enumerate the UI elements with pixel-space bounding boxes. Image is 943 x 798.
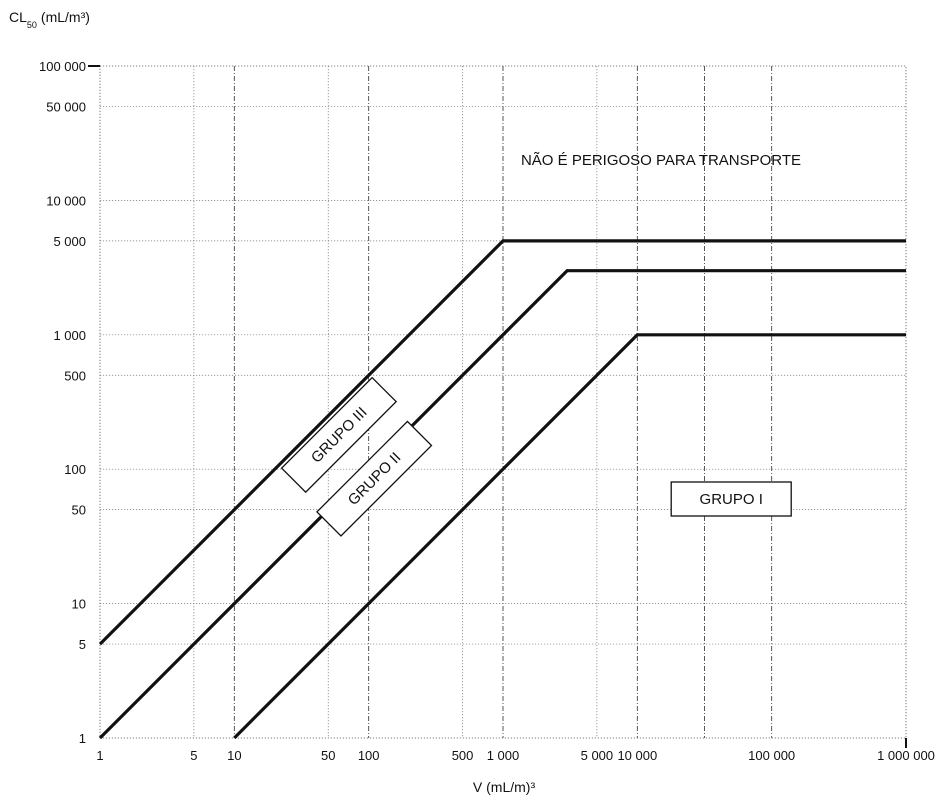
x-tick-label: 5 000 (581, 748, 614, 763)
series-line-1 (98, 239, 906, 646)
x-tick-label: 50 (321, 748, 335, 763)
x-tick-label: 500 (452, 748, 474, 763)
x-tick-label: 1 (96, 748, 103, 763)
x-tick-label: 10 000 (617, 748, 657, 763)
y-tick-label: 5 000 (53, 234, 86, 249)
label-box (316, 420, 433, 537)
series-line-2 (98, 269, 906, 740)
y-tick-label: 10 000 (46, 193, 86, 208)
y-tick-label: 50 000 (46, 99, 86, 114)
y-tick-label: 100 (64, 462, 86, 477)
x-tick-label: 1 000 000 (877, 748, 935, 763)
annotation-text: NÃO É PERIGOSO PARA TRANSPORTE (521, 152, 801, 169)
tick-labels: 1 5 10 50 100 500 1 000 5 000 10 000 100 000 1 000… (39, 59, 935, 763)
y-tick-label: 50 (72, 503, 86, 518)
label-box (280, 376, 398, 494)
y-tick-label: 1 (79, 731, 86, 746)
x-tick-label: 100 000 (748, 748, 795, 763)
x-axis-label: V (mL/m)³ (473, 779, 536, 795)
group-label-box: GRUPO I (670, 481, 792, 517)
x-tick-label: 100 (358, 748, 380, 763)
y-tick-label: 10 (72, 597, 86, 612)
series-group (98, 239, 906, 740)
y-axis-label-subscript: 50 (27, 20, 37, 30)
label-box (670, 481, 792, 517)
annotation-text: GRUPO I (700, 491, 763, 508)
y-tick-label: 5 (79, 637, 86, 652)
y-tick-label: 100 000 (39, 59, 86, 74)
y-axis-label: CL50 (mL/m³) (9, 9, 90, 30)
y-tick-label: 500 (64, 368, 86, 383)
x-tick-label: 1 000 (487, 748, 520, 763)
y-axis-label-main: CL (9, 9, 27, 25)
y-tick-label: 1 000 (53, 328, 86, 343)
x-tick-label: 10 (227, 748, 241, 763)
y-axis-label-unit: (mL/m³) (41, 9, 90, 25)
region-label: NÃO É PERIGOSO PARA TRANSPORTE (521, 152, 801, 169)
series-line-3 (233, 333, 906, 740)
x-tick-label: 5 (190, 748, 197, 763)
